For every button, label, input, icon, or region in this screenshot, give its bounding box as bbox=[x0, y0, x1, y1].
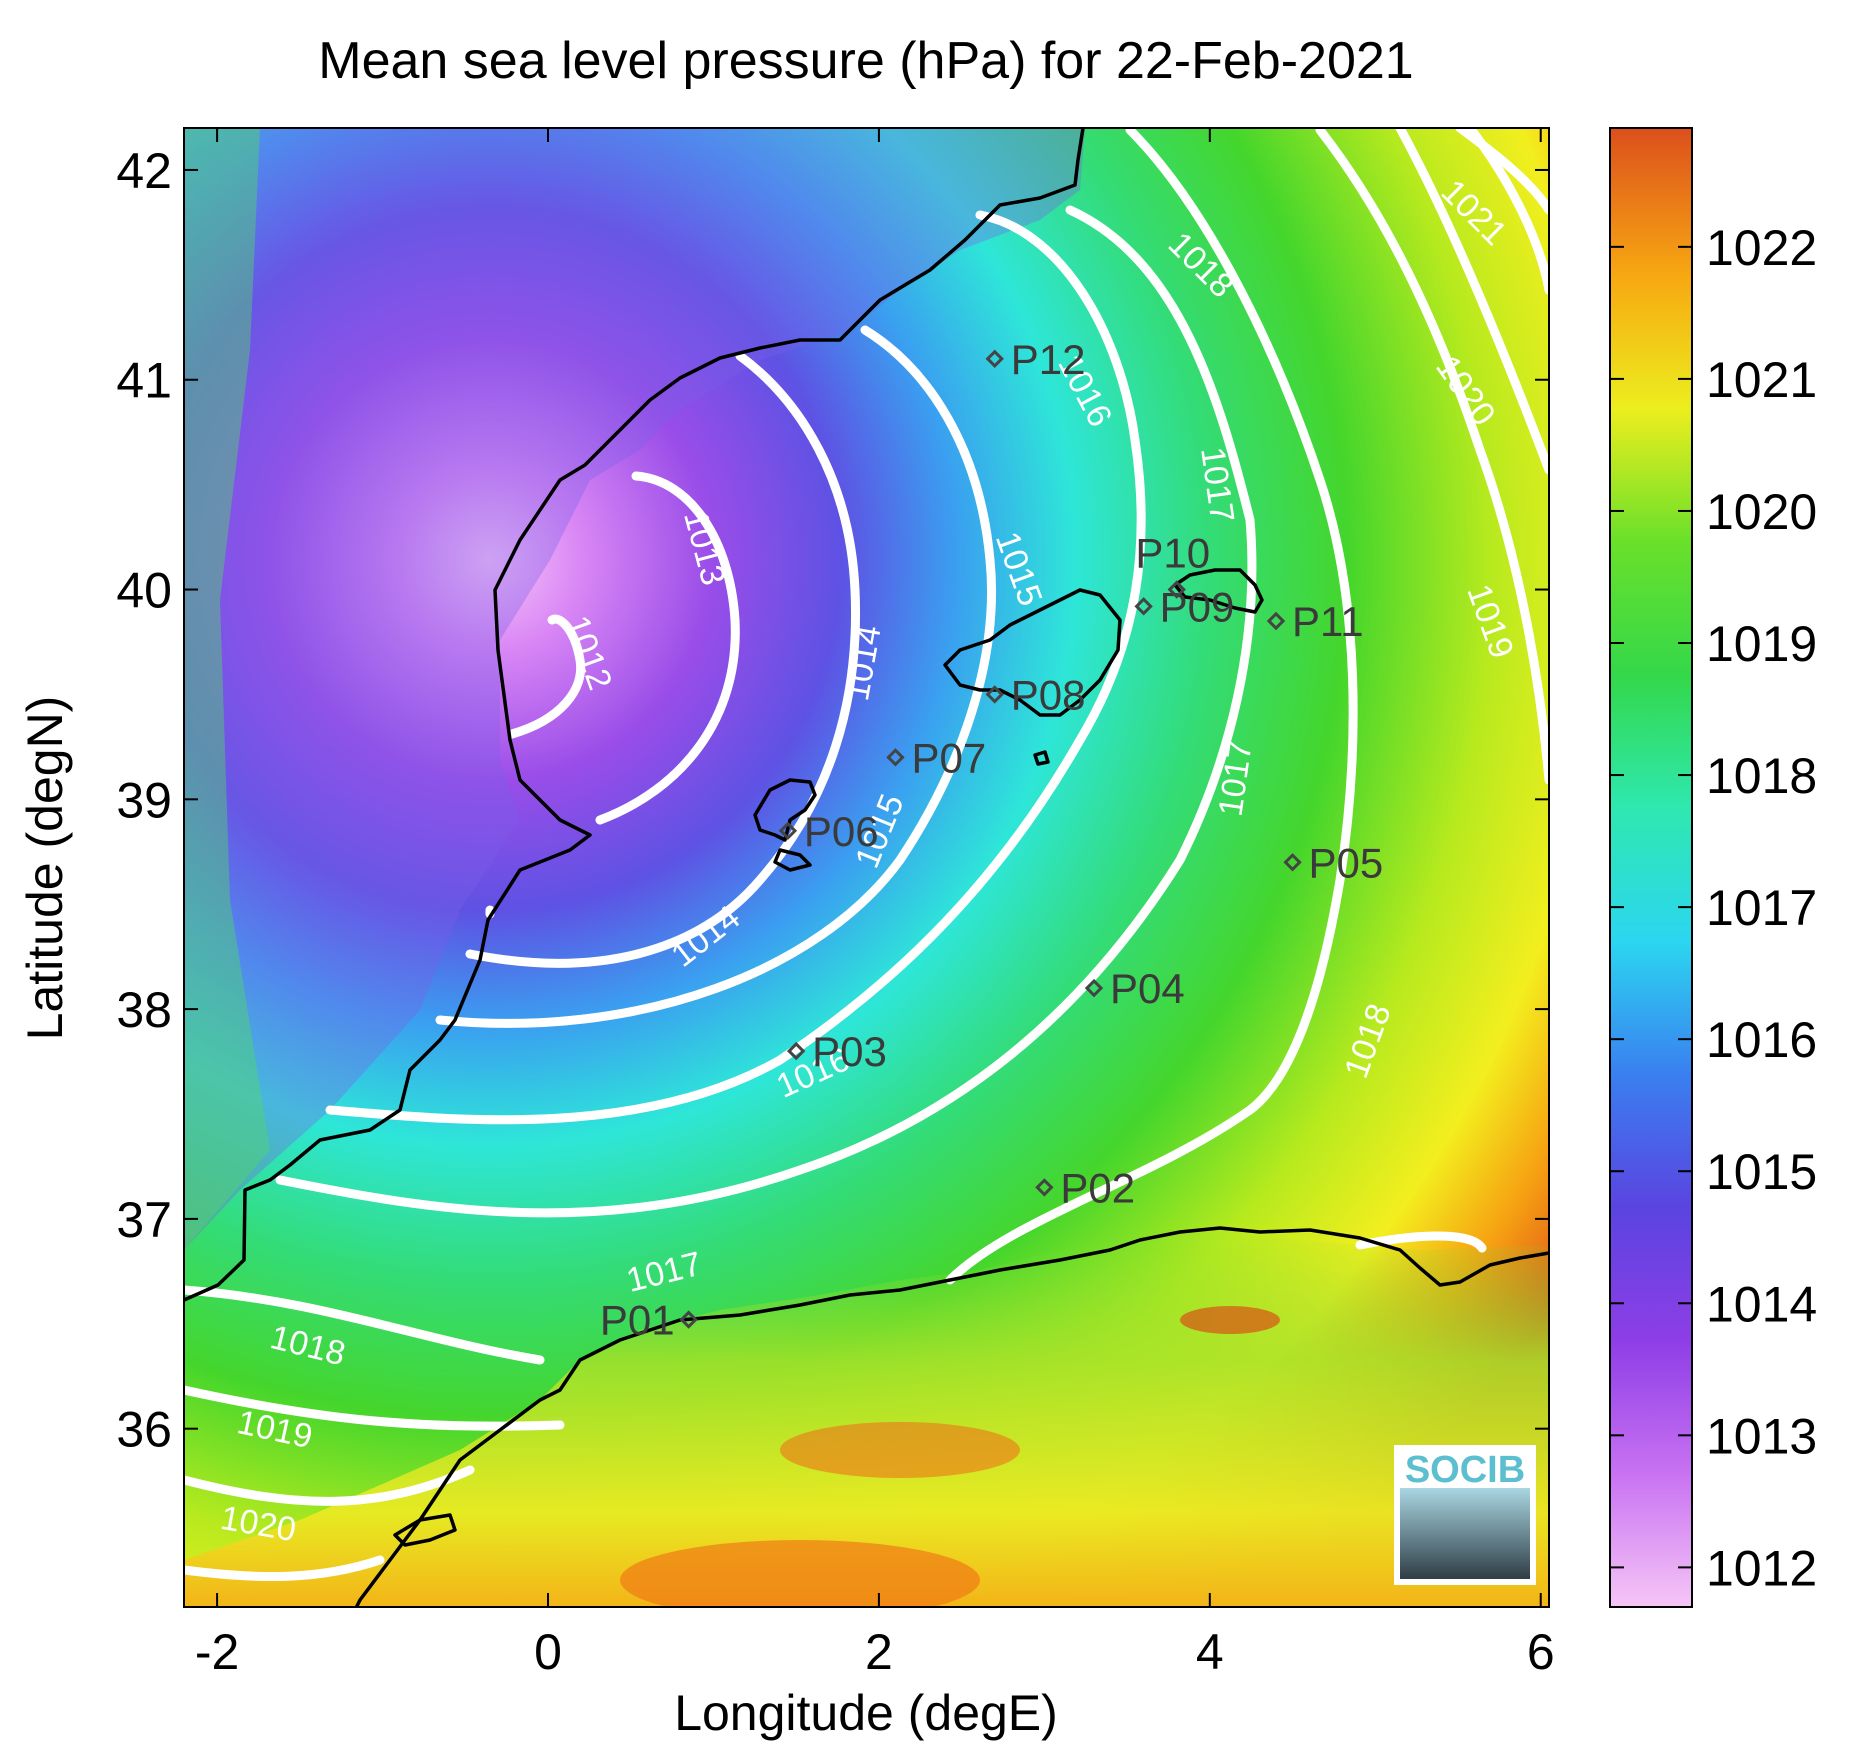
x-axis-label: Longitude (degE) bbox=[674, 1685, 1058, 1741]
colorbar-ticks: 1012 1013 1014 1015 1016 1017 1018 1019 1020 1021… bbox=[1610, 220, 1817, 1596]
socib-logo: SOCIB bbox=[1394, 1445, 1536, 1585]
y-tick-label: 39 bbox=[116, 772, 172, 828]
africa-coast bbox=[354, 1226, 1549, 1607]
station-label: P04 bbox=[1110, 965, 1185, 1012]
y-tick-label: 37 bbox=[116, 1192, 172, 1248]
isobar-1022 bbox=[1455, 128, 1549, 215]
station-marker bbox=[1283, 853, 1302, 872]
socib-logo-text: SOCIB bbox=[1405, 1449, 1525, 1491]
y-tick-label: 36 bbox=[116, 1402, 172, 1458]
iberia-coast bbox=[184, 128, 1085, 1302]
y-axis-label: Latitude (degN) bbox=[17, 696, 73, 1041]
y-tick-label: 38 bbox=[116, 982, 172, 1038]
y-tick-label: 40 bbox=[116, 563, 172, 619]
colorbar-tick-label: 1016 bbox=[1706, 1012, 1817, 1068]
menorca-coast bbox=[1173, 568, 1264, 614]
atlas-high-2 bbox=[1180, 1306, 1280, 1334]
y-axis-ticks: 36 37 38 39 40 41 42 bbox=[116, 143, 1549, 1458]
colorbar-tick-label: 1019 bbox=[1706, 616, 1817, 672]
colorbar-tick-label: 1014 bbox=[1706, 1276, 1817, 1332]
mallorca-coast bbox=[943, 588, 1122, 717]
plot-area: SOCIB bbox=[184, 128, 1549, 1607]
station-marker bbox=[1134, 597, 1153, 616]
colorbar bbox=[1609, 127, 1693, 1608]
y-tick-label: 41 bbox=[116, 353, 172, 409]
station-label: P02 bbox=[1060, 1164, 1135, 1211]
station-label: P07 bbox=[911, 734, 986, 781]
station-marker bbox=[1035, 1178, 1054, 1197]
station-label: P03 bbox=[812, 1028, 887, 1075]
x-axis-ticks: -2 0 2 4 6 bbox=[195, 128, 1555, 1680]
station-label: P11 bbox=[1292, 598, 1364, 645]
station-marker bbox=[1266, 611, 1286, 631]
station-label: P01 bbox=[600, 1297, 675, 1344]
cabrera-coast bbox=[1033, 750, 1050, 766]
station-marker bbox=[1084, 978, 1104, 998]
iberia-land-texture bbox=[184, 128, 1085, 1250]
x-tick-label: 6 bbox=[1527, 1624, 1555, 1680]
isobar-1013 bbox=[595, 471, 740, 825]
isobar-1018 bbox=[184, 128, 1358, 1365]
station-marker bbox=[1167, 580, 1186, 599]
x-tick-label: 2 bbox=[865, 1624, 893, 1680]
colorbar-tick-label: 1018 bbox=[1706, 748, 1817, 804]
isobar-1012 bbox=[507, 614, 586, 739]
station-marker bbox=[985, 685, 1004, 704]
station-label: P10 bbox=[1135, 530, 1210, 577]
colorbar-tick-label: 1013 bbox=[1706, 1408, 1817, 1464]
iberia-west-green bbox=[184, 128, 270, 1250]
formentera-coast bbox=[773, 848, 812, 872]
alboran-coast bbox=[393, 1513, 457, 1547]
coastlines bbox=[184, 128, 1549, 1607]
atlas-high-3 bbox=[620, 1540, 980, 1607]
colorbar-tick-label: 1015 bbox=[1706, 1144, 1817, 1200]
isobar-1015 bbox=[435, 325, 997, 1028]
station-label: P12 bbox=[1011, 336, 1086, 383]
colorbar-tick-label: 1021 bbox=[1706, 352, 1817, 408]
colorbar-tick-label: 1022 bbox=[1706, 220, 1817, 276]
station-label: P05 bbox=[1309, 839, 1384, 886]
station-marker bbox=[886, 748, 905, 767]
y-tick-label: 42 bbox=[116, 143, 172, 199]
station-marker bbox=[778, 821, 798, 840]
station-label: P08 bbox=[1011, 671, 1086, 718]
station-marker bbox=[985, 349, 1004, 368]
isobar-1014 bbox=[465, 351, 861, 968]
colorbar-tick-label: 1020 bbox=[1706, 484, 1817, 540]
station-label: P06 bbox=[804, 808, 879, 855]
isobars bbox=[184, 128, 1549, 1582]
isobar-1016 bbox=[325, 210, 1146, 1125]
station-marker bbox=[679, 1310, 698, 1329]
x-tick-label: 0 bbox=[534, 1624, 562, 1680]
atlas-high-1 bbox=[780, 1422, 1020, 1478]
isobar-1020 bbox=[184, 128, 1549, 1506]
colorbar-tick-label: 1012 bbox=[1706, 1540, 1817, 1596]
isobar-1017 bbox=[275, 205, 1257, 1218]
plot-frame bbox=[183, 127, 1550, 1608]
ibiza-coast bbox=[753, 778, 817, 842]
x-tick-label: -2 bbox=[195, 1624, 239, 1680]
chart-title: Mean sea level pressure (hPa) for 22-Feb… bbox=[318, 32, 1413, 90]
x-tick-label: 4 bbox=[1196, 1624, 1224, 1680]
station-marker bbox=[786, 1041, 806, 1061]
colorbar-tick-label: 1017 bbox=[1706, 880, 1817, 936]
